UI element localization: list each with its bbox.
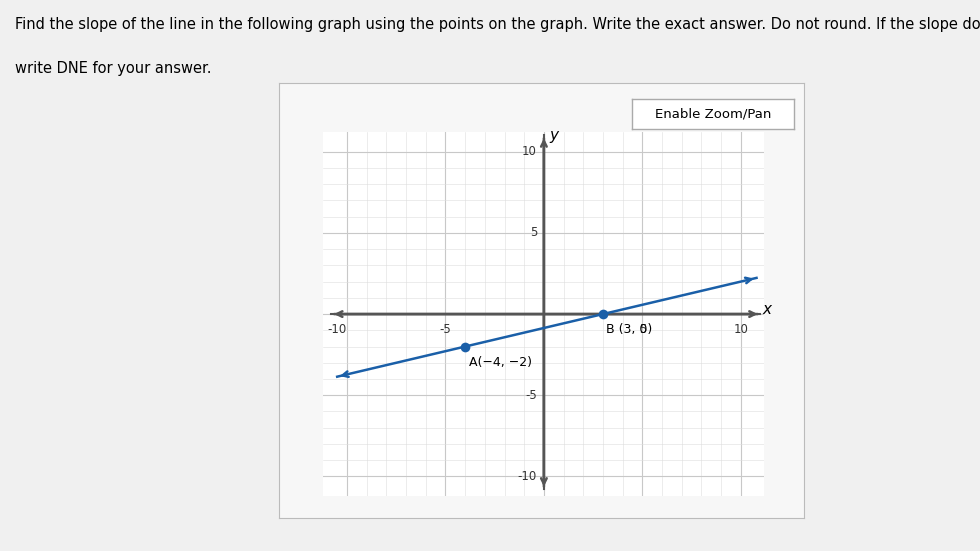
Text: -5: -5 bbox=[440, 323, 452, 336]
Text: A(−4, −2): A(−4, −2) bbox=[469, 356, 532, 369]
Text: Find the slope of the line in the following graph using the points on the graph.: Find the slope of the line in the follow… bbox=[15, 17, 980, 31]
Text: x: x bbox=[762, 302, 771, 317]
Text: -10: -10 bbox=[517, 470, 537, 483]
Text: -10: -10 bbox=[327, 323, 347, 336]
Text: 5: 5 bbox=[639, 323, 646, 336]
Text: y: y bbox=[550, 128, 559, 143]
Text: 10: 10 bbox=[733, 323, 748, 336]
Text: -5: -5 bbox=[525, 389, 537, 402]
Text: 5: 5 bbox=[529, 226, 537, 239]
Text: write DNE for your answer.: write DNE for your answer. bbox=[15, 61, 212, 75]
Text: B (3, 0): B (3, 0) bbox=[606, 323, 652, 336]
Text: Enable Zoom/Pan: Enable Zoom/Pan bbox=[655, 108, 771, 121]
Text: 10: 10 bbox=[522, 145, 537, 158]
